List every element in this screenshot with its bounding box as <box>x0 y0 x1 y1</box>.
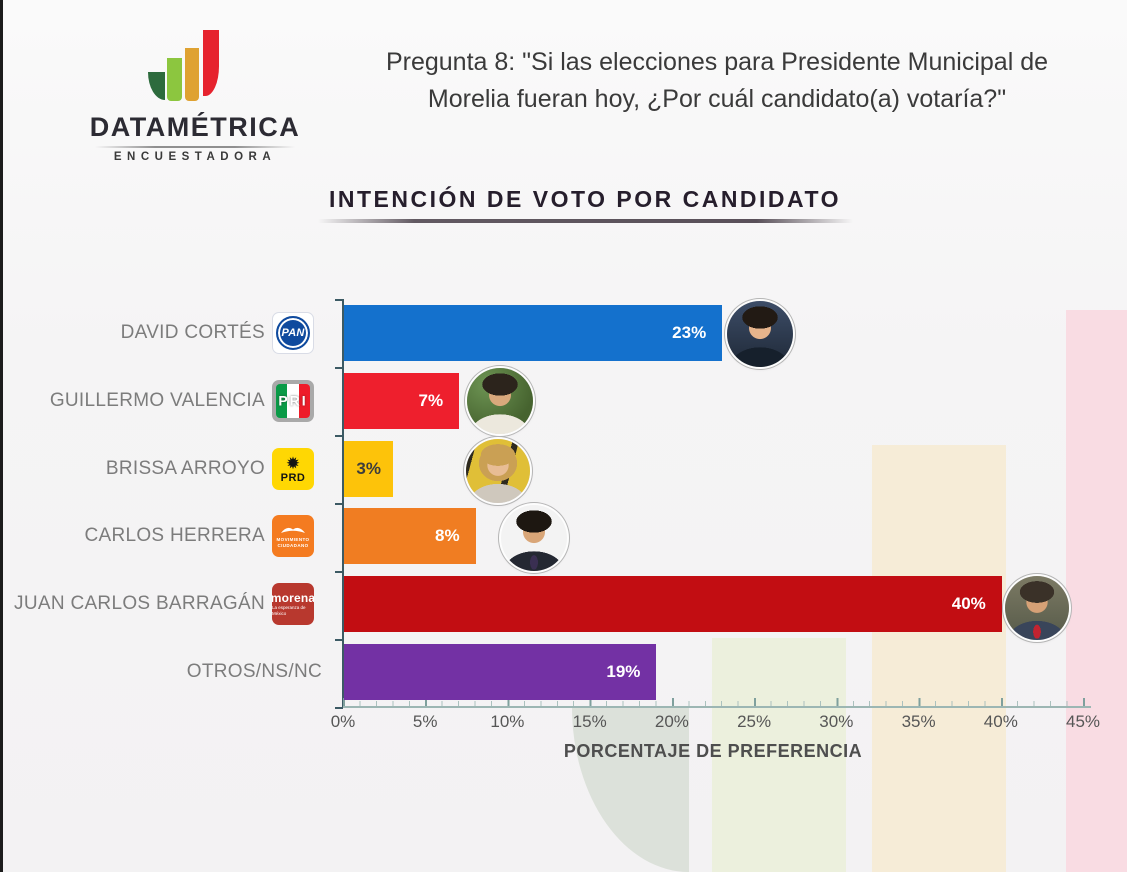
y-tick <box>335 571 343 573</box>
y-tick <box>335 639 343 641</box>
survey-question-line2: Morelia fueran hoy, ¿Por cuál candidato(… <box>427 85 1007 113</box>
mc-text-line1: MOVIMIENTO <box>276 537 310 542</box>
bar-juan-carlos-barragan: 40% <box>344 576 1002 632</box>
brand-divider <box>95 146 295 148</box>
bar-carlos-herrera: 8% <box>344 508 476 564</box>
chart-title-underline <box>318 219 853 223</box>
bar-value-label: 19% <box>606 662 641 681</box>
x-tick-label: 25% <box>737 712 772 731</box>
survey-question-line1: Pregunta 8: "Si las elecciones para Pres… <box>385 48 1049 76</box>
brand-name: DATAMÉTRICA <box>89 112 301 142</box>
candidate-label-david-cortes: DAVID CORTÉS <box>120 322 265 343</box>
bar-value-label: 7% <box>418 391 444 410</box>
pan-logo-icon: PAN <box>272 312 314 354</box>
movimiento-ciudadano-logo-icon: MOVIMIENTO CIUDADANO <box>272 515 314 557</box>
survey-question: Pregunta 8: "Si las elecciones para Pres… <box>367 44 1067 118</box>
candidate-photo-juan-carlos-barragan <box>1005 576 1069 640</box>
bar-otros: 19% <box>344 644 657 700</box>
x-axis-line <box>343 706 1091 708</box>
x-tick-label: 15% <box>572 712 607 731</box>
candidate-label-carlos-herrera: CARLOS HERRERA <box>84 525 265 546</box>
pri-red-stripe <box>298 384 310 418</box>
bar-value-label: 8% <box>435 526 460 545</box>
bar-value-label: 40% <box>951 594 986 613</box>
x-tick-label: 10% <box>490 712 525 731</box>
x-tick-label: 45% <box>1065 712 1101 731</box>
x-axis-tick-labels: 0% 5% 10% 15% 20% 25% 30% 35% 40% 45% <box>331 712 1100 734</box>
candidate-photo-david-cortes <box>727 301 793 367</box>
prd-text: PRD <box>280 471 306 484</box>
candidate-label-juan-carlos-barragan: JUAN CARLOS BARRAGÁN <box>14 593 265 614</box>
pri-green-stripe <box>276 384 288 418</box>
morena-subtext: La esperanza de México <box>272 604 306 616</box>
candidate-label-otros: OTROS/NS/NC <box>186 661 322 682</box>
y-tick <box>335 435 343 437</box>
bar-value-label: 23% <box>672 323 707 342</box>
y-tick <box>335 503 343 505</box>
x-tick-label: 30% <box>819 712 854 731</box>
prd-sun-icon: ✹ <box>285 453 301 473</box>
mc-text-line2: CIUDADANO <box>277 542 309 548</box>
candidate-label-guillermo-valencia: GUILLERMO VALENCIA <box>49 390 265 411</box>
pri-tricolor: PRI <box>276 384 310 418</box>
bar-brissa-arroyo: 3% <box>344 441 394 497</box>
logo-bar-darkgreen-icon <box>148 72 165 100</box>
pri-text: PRI <box>278 392 308 409</box>
chart-title: INTENCIÓN DE VOTO POR CANDIDATO <box>329 186 841 212</box>
left-edge-line <box>0 0 3 872</box>
watermark-band-pink <box>1066 310 1127 872</box>
logo-bar-amber-icon <box>185 48 199 101</box>
candidate-photo-guillermo-valencia <box>467 368 533 434</box>
candidate-label-brissa-arroyo: BRISSA ARROYO <box>105 458 265 479</box>
bar-david-cortes: 23% <box>344 305 723 361</box>
y-axis-spine <box>342 299 344 708</box>
mc-eagle-icon <box>281 527 305 533</box>
logo-bar-lightgreen-icon <box>167 58 182 101</box>
x-axis-major-ticks <box>343 698 1085 706</box>
x-axis-title: PORCENTAJE DE PREFERENCIA <box>563 741 863 761</box>
logo-bar-red-icon <box>203 30 219 96</box>
watermark-band-cream <box>872 445 1006 872</box>
y-tick <box>335 299 343 301</box>
morena-text: morena <box>272 590 314 605</box>
pan-emblem: PAN <box>276 316 310 350</box>
bar-guillermo-valencia: 7% <box>344 373 460 429</box>
y-tick <box>335 707 343 709</box>
x-tick-label: 0% <box>330 712 356 731</box>
candidate-photo-brissa-arroyo <box>466 439 530 503</box>
x-tick-label: 5% <box>412 712 438 731</box>
x-tick-label: 35% <box>901 712 936 731</box>
bar-value-label: 3% <box>356 459 381 478</box>
prd-logo-icon: ✹ PRD <box>272 448 314 490</box>
watermark-band-lightgreen <box>712 638 846 872</box>
x-tick-label: 40% <box>983 712 1018 731</box>
pan-text: PAN <box>281 327 305 339</box>
x-tick-label: 20% <box>654 712 689 731</box>
brand-subtitle: ENCUESTADORA <box>113 151 277 163</box>
pri-white-stripe <box>287 384 299 418</box>
y-tick <box>335 367 343 369</box>
morena-logo-icon: morena La esperanza de México <box>272 583 314 625</box>
pri-logo-icon: PRI <box>272 380 314 422</box>
candidate-photo-carlos-herrera <box>501 505 567 571</box>
